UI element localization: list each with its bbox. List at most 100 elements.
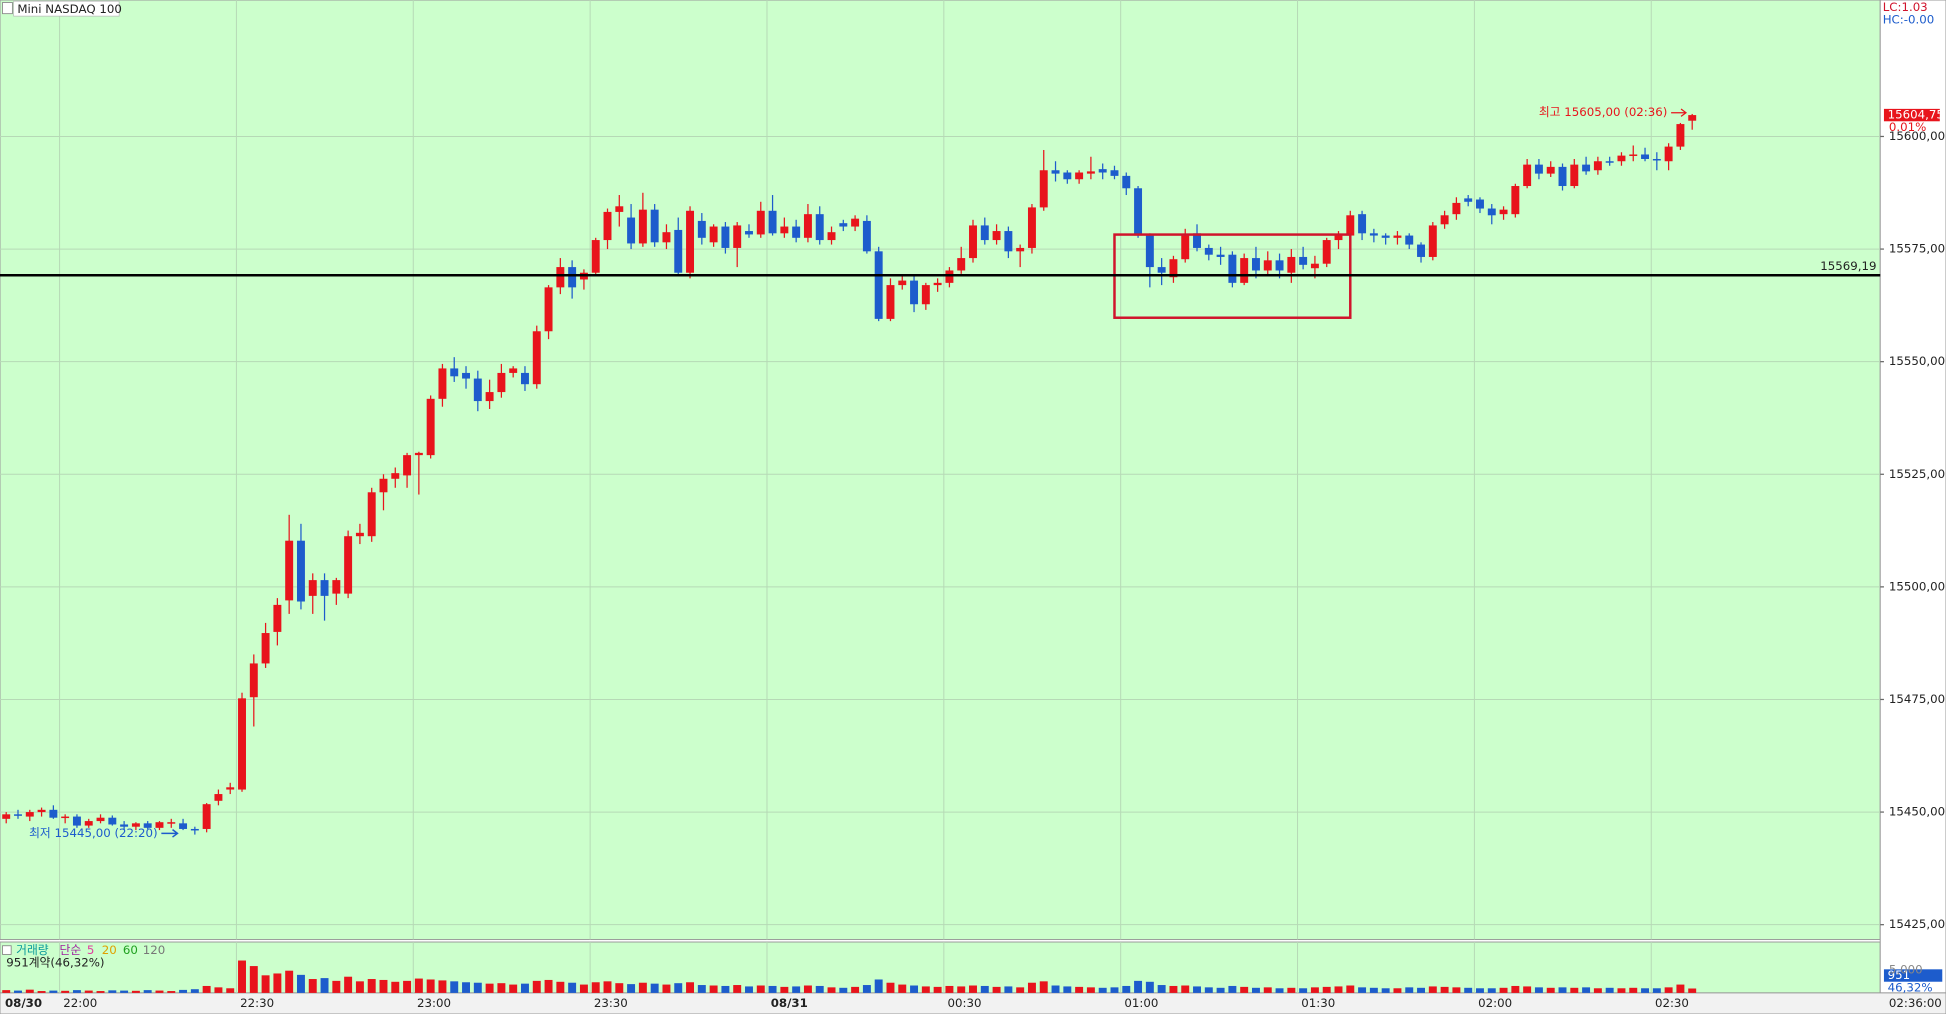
- volume-bar: [921, 986, 930, 993]
- volume-bar: [1523, 986, 1532, 993]
- volume-bar: [214, 987, 223, 993]
- volume-bar: [886, 982, 895, 993]
- volume-bar: [827, 987, 836, 993]
- chart-title: Mini NASDAQ 100: [17, 2, 121, 16]
- candle-body: [1216, 254, 1225, 257]
- volume-bar: [969, 985, 977, 993]
- volume-bar: [1570, 987, 1579, 993]
- volume-bar: [803, 985, 812, 993]
- volume-bar: [155, 990, 164, 993]
- volume-bar: [579, 984, 588, 993]
- candle-body: [862, 220, 871, 252]
- volume-bar: [697, 985, 706, 993]
- volume-bar: [957, 986, 966, 993]
- candle-body: [1487, 208, 1496, 216]
- volume-bar: [1358, 987, 1367, 993]
- volume-bar: [37, 991, 46, 993]
- candle-body: [933, 282, 942, 286]
- volume-bar: [910, 985, 919, 993]
- volume-bar: [1464, 987, 1473, 993]
- volume-bar: [1511, 985, 1520, 993]
- last-price-box: [1883, 108, 1940, 122]
- hc-label: HC:-0.00: [1883, 12, 1935, 26]
- volume-title: 거래량: [16, 943, 49, 957]
- candle-body: [556, 267, 565, 288]
- volume-bar: [945, 985, 954, 993]
- candle-body: [108, 817, 117, 825]
- candle-body: [1428, 225, 1437, 257]
- volume-bar: [2, 990, 11, 993]
- candle-body: [450, 368, 459, 377]
- candle-body: [1629, 154, 1638, 156]
- candle-body: [1228, 254, 1237, 283]
- volume-ratio: 46,32%: [1888, 980, 1933, 994]
- y-tick-label: 15500,00: [1889, 579, 1945, 593]
- candle-body: [1476, 199, 1484, 209]
- volume-bar: [521, 983, 529, 993]
- volume-bar: [556, 981, 565, 993]
- x-tick-label: 02:00: [1478, 996, 1512, 1010]
- candle-body: [1145, 235, 1154, 268]
- candle-body: [1358, 214, 1367, 234]
- title-icon[interactable]: [2, 2, 13, 15]
- candle-body: [1240, 258, 1249, 283]
- volume-bar: [1169, 985, 1178, 993]
- volume-bar: [1487, 988, 1496, 993]
- candle-body: [1004, 231, 1013, 252]
- volume-bar: [1629, 987, 1638, 993]
- candle-body: [851, 218, 860, 227]
- candle-body: [509, 368, 518, 373]
- candle-body: [1086, 171, 1095, 174]
- candle-body: [898, 280, 907, 286]
- volume-bar: [1534, 987, 1543, 993]
- volume-bar: [1428, 986, 1437, 993]
- candle-body: [1558, 166, 1567, 187]
- volume-bar: [756, 985, 765, 993]
- candle-body: [1157, 267, 1166, 273]
- candle-body: [910, 280, 919, 305]
- candle-body: [1122, 175, 1131, 189]
- candle-body: [226, 787, 235, 790]
- volume-bar: [603, 981, 612, 993]
- candle-body: [261, 633, 270, 664]
- volume-bar: [638, 982, 647, 993]
- change-label: 0.01%: [1889, 120, 1926, 134]
- volume-bar: [414, 978, 423, 993]
- candle-body: [591, 240, 600, 273]
- candle-body: [1204, 247, 1213, 255]
- candle-body: [697, 220, 706, 238]
- candle-body: [921, 285, 930, 305]
- volume-bar: [1134, 980, 1143, 993]
- volume-bar: [25, 989, 34, 993]
- candle-body: [980, 225, 989, 241]
- candle-body: [874, 251, 883, 319]
- volume-bar: [733, 985, 742, 993]
- volume-icon[interactable]: [2, 945, 12, 955]
- y-tick-label: 15475,00: [1889, 692, 1945, 706]
- volume-bar: [1263, 987, 1272, 993]
- volume-bar: [874, 979, 883, 993]
- candle-body: [84, 821, 93, 826]
- volume-bar: [1582, 987, 1591, 993]
- candle-body: [1263, 260, 1272, 271]
- volume-bar: [1558, 987, 1567, 993]
- volume-bar: [1417, 987, 1425, 993]
- volume-bar: [108, 990, 117, 993]
- volume-bar: [1334, 986, 1343, 993]
- end-time-label: 02:36:00: [1889, 996, 1942, 1010]
- ma-period: 120: [143, 943, 165, 957]
- candle-body: [214, 794, 223, 801]
- volume-bar: [650, 983, 659, 993]
- x-tick-label: 23:00: [417, 996, 451, 1010]
- volume-bar: [367, 979, 376, 993]
- volume-bar: [627, 984, 636, 993]
- candle-body: [544, 287, 553, 332]
- low-arrow: [161, 829, 179, 838]
- candle-body: [320, 580, 329, 596]
- title-box: [13, 0, 120, 17]
- candle-body: [1593, 161, 1602, 171]
- volume-bar: [1086, 987, 1095, 993]
- volume-bar: [1381, 988, 1390, 993]
- candle-body: [143, 823, 152, 828]
- volume-bar: [1605, 987, 1614, 993]
